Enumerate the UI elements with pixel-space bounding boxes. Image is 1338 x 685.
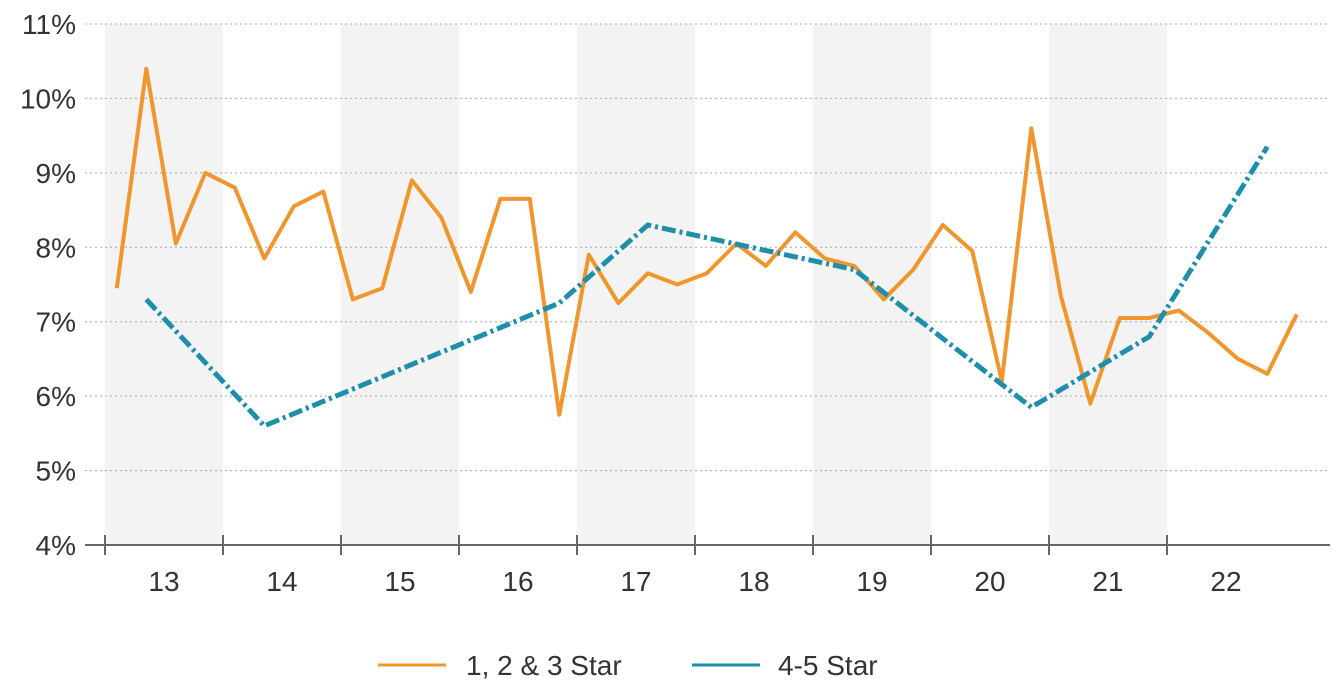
x-tick-label: 13 xyxy=(148,566,179,597)
x-tick-label: 21 xyxy=(1092,566,1123,597)
x-tick-label: 19 xyxy=(856,566,887,597)
y-tick-label: 6% xyxy=(36,381,76,412)
x-tick-label: 14 xyxy=(266,566,297,597)
y-tick-label: 8% xyxy=(36,232,76,263)
y-tick-label: 5% xyxy=(36,456,76,487)
legend-label-series-a: 1, 2 & 3 Star xyxy=(466,650,622,681)
x-tick-label: 20 xyxy=(974,566,1005,597)
series-line-one-two-three-star xyxy=(114,66,1299,417)
legend: 1, 2 & 3 Star 4-5 Star xyxy=(378,650,878,681)
y-tick-label: 4% xyxy=(36,530,76,561)
legend-label-series-b: 4-5 Star xyxy=(778,650,878,681)
y-tick-label: 11% xyxy=(22,9,76,40)
x-axis xyxy=(85,535,1330,555)
x-tick-label: 17 xyxy=(620,566,651,597)
series-line-four-five-star xyxy=(144,145,1270,429)
year-band-15 xyxy=(341,24,459,545)
y-tick-label: 7% xyxy=(36,307,76,338)
y-axis-tick-labels: 4% 5% 6% 7% 8% 9% 10% 11% xyxy=(20,9,76,561)
year-band-13 xyxy=(105,24,223,545)
year-bands xyxy=(105,24,1167,545)
series-layer xyxy=(114,66,1299,429)
y-tick-label: 9% xyxy=(36,158,76,189)
year-band-21 xyxy=(1049,24,1167,545)
x-tick-label: 22 xyxy=(1210,566,1241,597)
x-tick-label: 16 xyxy=(502,566,533,597)
y-tick-label: 10% xyxy=(20,83,76,114)
x-tick-label: 15 xyxy=(384,566,415,597)
x-tick-label: 18 xyxy=(738,566,769,597)
x-axis-tick-labels: 13 14 15 16 17 18 19 20 21 22 xyxy=(148,566,1241,597)
